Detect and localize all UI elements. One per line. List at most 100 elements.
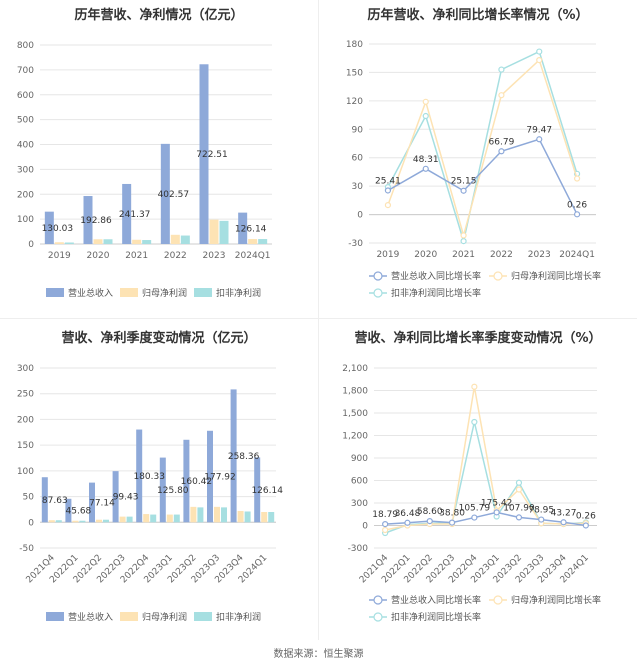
x-tick-label: 2021 [452,250,475,260]
y-tick-label: -300 [348,544,369,554]
bar-营业总收入 [230,389,237,523]
data-label: 58.60 [417,507,443,517]
bar-营业总收入 [41,477,48,523]
data-label: 126.14 [251,486,283,496]
data-label: 25.41 [375,176,401,186]
bar-归母净利润 [214,506,220,523]
legend-label: 扣非净利润同比增长率 [391,611,481,623]
x-tick-label: 2024Q1 [559,250,595,260]
bar-营业总收入 [83,196,93,244]
y-tick-label: 700 [17,66,34,76]
y-tick-label: 300 [17,364,34,374]
bar-归母净利润 [54,242,64,244]
data-label: 0.26 [567,200,587,210]
x-tick-label: 2020 [414,250,437,260]
y-tick-label: 1,500 [342,409,368,419]
bar-归母净利润 [48,520,55,523]
bar-归母净利润 [237,510,244,523]
data-label: 241.37 [119,210,151,220]
point-归母净利润同比增长率 [422,98,429,105]
point-营业总收入同比增长率 [582,522,589,529]
y-tick-label: 90 [352,125,364,135]
legend-label: 扣非净利润 [216,287,261,299]
line-归母净利润同比增长率 [385,386,586,531]
bar-扣非净利润 [221,507,227,523]
legend-swatch [46,612,64,621]
point-营业总收入同比增长率 [460,187,467,194]
data-label: 79.47 [526,125,552,135]
y-tick-label: 0 [28,240,34,250]
bar-扣非净利润 [79,520,86,523]
y-tick-label: 300 [17,165,34,175]
legend-swatch [493,271,503,281]
bar-归母净利润 [143,514,150,523]
point-归母净利润同比增长率 [382,526,389,534]
data-label: 107.90 [503,503,535,513]
legend-label: 营业总收入同比增长率 [391,270,481,282]
bar-扣非净利润 [180,235,190,244]
bar-扣非净利润 [268,512,275,523]
point-扣非净利润同比增长率 [471,418,478,426]
bar-扣非净利润 [142,240,152,244]
y-tick-label: -30 [348,239,363,249]
point-扣非净利润同比增长率 [460,238,467,245]
bar-扣非净利润 [103,519,109,523]
point-归母净利润同比增长率 [460,232,467,239]
point-归母净利润同比增长率 [515,486,523,493]
data-label: 180.33 [133,472,165,482]
point-营业总收入同比增长率 [515,514,523,521]
data-label: 87.63 [42,496,68,506]
data-label: 192.86 [80,216,112,226]
legend-label: 营业总收入 [68,287,113,299]
x-tick-label: 2019 [376,250,399,260]
chart-quarterly-growth: -30003006009001,2001,5001,8002,1002021Q4… [342,364,601,623]
chart-title: 营收、净利季度变动情况（亿元） [61,331,257,346]
data-label: 402.57 [158,190,190,200]
y-tick-label: 200 [17,415,34,425]
y-tick-label: 150 [17,441,34,451]
data-label: 25.15 [451,177,477,187]
point-营业总收入同比增长率 [573,211,581,218]
bar-营业总收入 [183,439,190,523]
bar-营业总收入 [199,64,209,244]
data-label: 18.79 [372,510,398,520]
bar-扣非净利润 [126,516,133,523]
point-营业总收入同比增长率 [498,148,505,155]
bar-归母净利润 [132,239,142,244]
x-tick-label: 2022 [490,250,513,260]
y-tick-label: 0 [362,522,368,532]
bar-营业总收入 [89,482,95,523]
legend-label: 营业总收入同比增长率 [391,594,481,606]
x-tick-label: 2022 [164,251,187,261]
bar-归母净利润 [166,514,173,523]
legend-swatch [120,612,138,621]
bar-归母净利润 [248,239,258,244]
point-营业总收入同比增长率 [560,519,567,526]
data-source: 数据来源：恒生聚源 [273,649,364,660]
x-tick-label: 2023 [528,250,551,260]
point-扣非净利润同比增长率 [515,479,523,486]
y-tick-label: 800 [17,41,34,51]
point-归母净利润同比增长率 [536,57,543,64]
y-tick-label: 600 [351,477,368,487]
y-tick-label: 200 [17,190,34,200]
y-tick-label: 1,200 [342,432,368,442]
y-tick-label: 60 [352,154,364,164]
chart-annual-revenue: 0 100 200 300 400 500 600 700 800 2019 2020 2021 202… [17,41,272,299]
bar-营业总收入 [122,183,132,244]
line-归母净利润同比增长率 [387,58,578,239]
legend-swatch [194,288,212,297]
data-label: 66.79 [489,137,515,147]
y-tick-label: 2,100 [342,364,368,374]
point-营业总收入同比增长率 [493,509,500,516]
data-label: 160.42 [181,477,213,487]
point-归母净利润同比增长率 [573,175,581,182]
y-tick-label: 300 [351,499,368,509]
bar-归母净利润 [190,506,197,523]
point-营业总收入同比增长率 [536,136,543,143]
bar-营业总收入 [159,457,166,523]
y-tick-label: 600 [17,91,34,101]
bar-扣非净利润 [244,511,251,523]
bar-扣非净利润 [64,242,74,244]
chart-quarterly-revenue: -500501001502002503002021Q42022Q12022Q22… [17,364,283,623]
